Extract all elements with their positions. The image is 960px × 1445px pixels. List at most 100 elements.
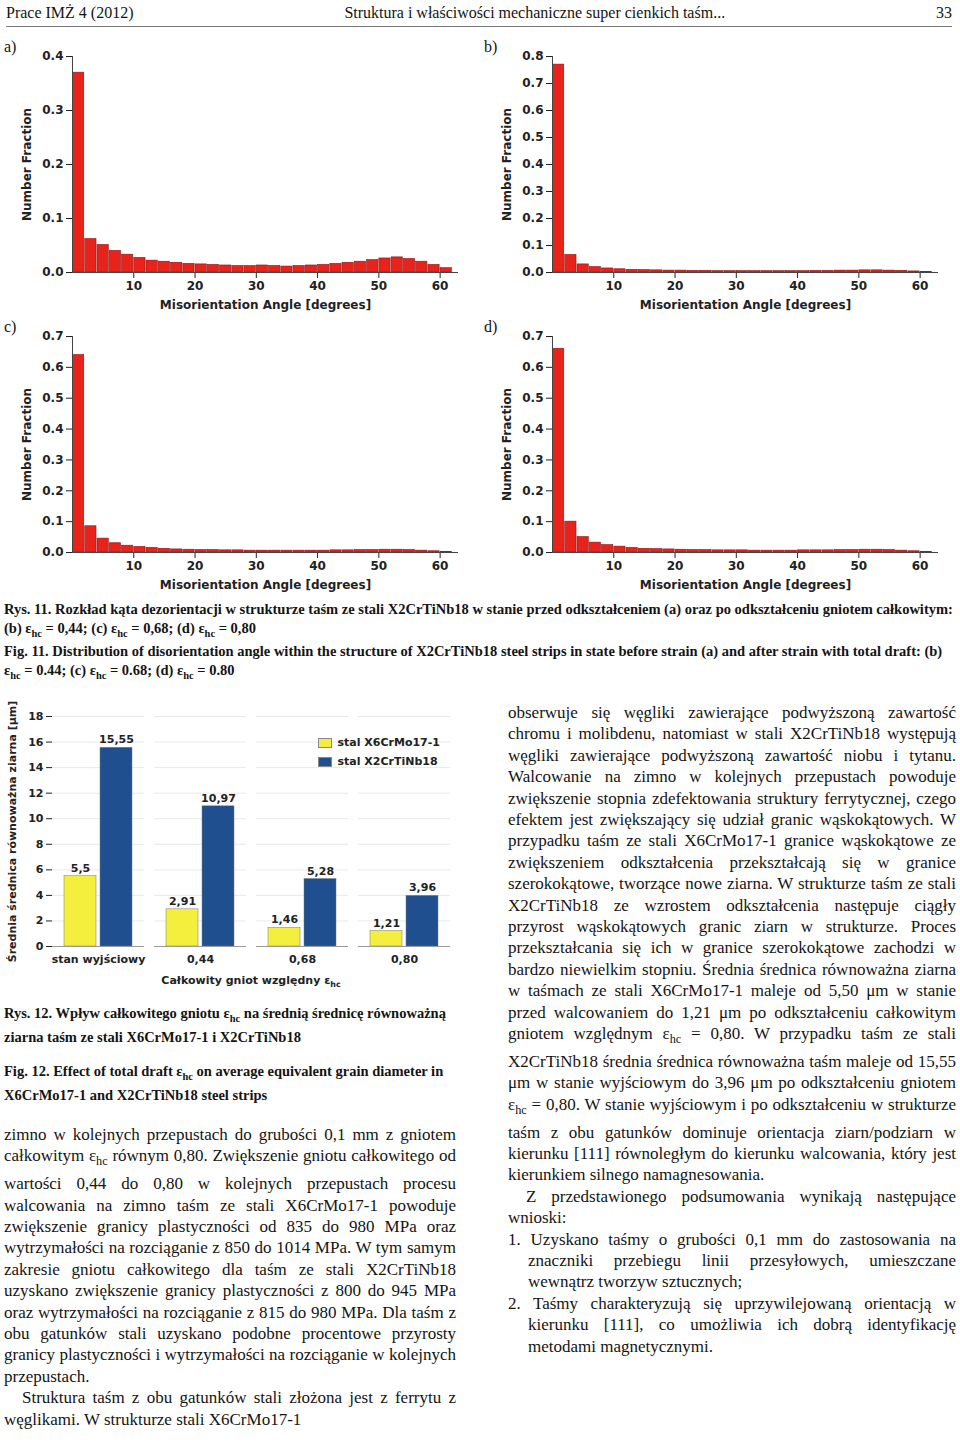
svg-text:0.7: 0.7 [42,329,63,343]
svg-text:40: 40 [789,279,806,293]
svg-text:Misorientation Angle [degrees]: Misorientation Angle [degrees] [160,578,371,592]
html-text:Rys. 11. Rozkład kąta dezorien: Rys. 11. Rozkład kąta dezorientacji w st… [4,601,953,639]
svg-text:18: 18 [28,710,43,723]
svg-text:0.8: 0.8 [522,49,543,63]
svg-text:30: 30 [728,559,745,573]
svg-text:0.3: 0.3 [522,453,543,467]
svg-text:5,28: 5,28 [307,865,334,878]
svg-text:40: 40 [309,279,326,293]
svg-text:0.1: 0.1 [42,514,63,528]
svg-text:0.4: 0.4 [42,422,63,436]
html-text:2. Taśmy charakteryzują się up: 2. Taśmy charakteryzują się uprzywilejow… [508,1293,956,1356]
html-text:Fig. 11. Distribution of disor: Fig. 11. Distribution of disorientation … [4,643,943,681]
html-text:Struktura i właściwości mechan: Struktura i właściwości mechaniczne supe… [344,4,726,21]
html-text:obserwuje się węgliki zawieraj: obserwuje się węgliki zawierające podwyż… [508,703,956,1185]
svg-text:10: 10 [605,559,622,573]
svg-text:60: 60 [432,559,449,573]
svg-text:Number Fraction: Number Fraction [500,108,514,221]
svg-text:10: 10 [125,279,142,293]
svg-text:0.5: 0.5 [522,391,543,405]
svg-text:10,97: 10,97 [201,792,236,805]
svg-text:4: 4 [36,889,44,902]
svg-text:0.6: 0.6 [522,360,543,374]
svg-text:Number Fraction: Number Fraction [20,388,34,501]
svg-text:Number Fraction: Number Fraction [20,108,34,221]
html-text:Prace IMŻ 4 (2012): Prace IMŻ 4 (2012) [6,4,134,21]
svg-text:60: 60 [912,279,929,293]
html-text:zimno w kolejnych przepustach: zimno w kolejnych przepustach do grubośc… [4,1125,456,1386]
svg-text:0,68: 0,68 [289,953,316,966]
svg-text:0.4: 0.4 [522,422,543,436]
svg-text:0.5: 0.5 [522,130,543,144]
svg-text:0,80: 0,80 [391,953,418,966]
svg-text:Średnia średnica równoważna zi: Średnia średnica równoważna ziarna [μm] [6,701,19,963]
svg-text:Misorientation Angle [degrees]: Misorientation Angle [degrees] [160,298,371,312]
html-text:1. Uzyskano taśmy o grubości 0: 1. Uzyskano taśmy o grubości 0,1 mm do z… [508,1229,956,1292]
svg-text:0,44: 0,44 [187,953,214,966]
svg-text:50: 50 [370,559,387,573]
html-text:Struktura taśm z obu gatunków: Struktura taśm z obu gatunków stali złoż… [4,1388,456,1429]
svg-text:0.3: 0.3 [522,184,543,198]
svg-text:0.0: 0.0 [522,265,543,279]
svg-text:0.3: 0.3 [42,103,63,117]
svg-text:30: 30 [728,279,745,293]
svg-text:5,5: 5,5 [71,862,91,875]
svg-text:0.2: 0.2 [42,484,63,498]
svg-text:0.5: 0.5 [42,391,63,405]
svg-text:1,46: 1,46 [271,913,298,926]
svg-text:50: 50 [370,279,387,293]
svg-text:20: 20 [187,559,204,573]
svg-text:1,21: 1,21 [373,917,400,930]
svg-text:0.7: 0.7 [522,76,543,90]
svg-text:Misorientation Angle [degrees]: Misorientation Angle [degrees] [640,298,851,312]
svg-text:10: 10 [125,559,142,573]
svg-text:10: 10 [28,812,44,825]
svg-text:Number Fraction: Number Fraction [500,388,514,501]
html-text:Rys. 12. Wpływ całkowitego gni: Rys. 12. Wpływ całkowitego gniotu εhcna … [4,1005,446,1045]
svg-text:0.0: 0.0 [522,545,543,559]
svg-text:10: 10 [605,279,622,293]
svg-text:15,55: 15,55 [99,733,134,746]
html-text:Całkowity gniot względny εhc: Całkowity gniot względny εhc [161,974,341,990]
svg-text:12: 12 [28,787,43,800]
html-text:b): b) [484,38,498,55]
svg-text:0.2: 0.2 [42,157,63,171]
svg-text:0.0: 0.0 [42,265,63,279]
html-text:33: 33 [936,4,952,21]
svg-text:stan wyjściowy: stan wyjściowy [52,953,146,966]
html-text:Fig. 12. Effect of total draft: Fig. 12. Effect of total draft εhcon ave… [4,1063,444,1103]
svg-text:20: 20 [187,279,204,293]
svg-text:Misorientation Angle [degrees]: Misorientation Angle [degrees] [640,578,851,592]
svg-text:2,91: 2,91 [169,895,196,908]
svg-text:0.1: 0.1 [522,238,543,252]
svg-text:60: 60 [432,279,449,293]
svg-text:0.6: 0.6 [42,360,63,374]
svg-text:60: 60 [912,559,929,573]
svg-text:50: 50 [850,279,867,293]
html-text:Z przedstawionego podsumowania: Z przedstawionego podsumowania wynikają … [508,1186,956,1228]
svg-text:2: 2 [36,914,44,927]
svg-text:0.4: 0.4 [42,49,63,63]
svg-text:6: 6 [36,863,44,876]
svg-text:0: 0 [36,940,44,953]
svg-text:0.2: 0.2 [522,211,543,225]
svg-text:14: 14 [28,761,44,774]
svg-text:20: 20 [667,559,684,573]
svg-text:30: 30 [248,279,265,293]
svg-text:0.7: 0.7 [522,329,543,343]
svg-text:20: 20 [667,279,684,293]
svg-text:16: 16 [28,736,44,749]
svg-text:0.2: 0.2 [522,484,543,498]
svg-text:0.1: 0.1 [522,514,543,528]
svg-text:3,96: 3,96 [409,881,436,894]
svg-text:30: 30 [248,559,265,573]
svg-text:8: 8 [36,838,44,851]
svg-text:0.1: 0.1 [42,211,63,225]
svg-text:0.3: 0.3 [42,453,63,467]
svg-text:50: 50 [850,559,867,573]
svg-text:40: 40 [309,559,326,573]
svg-text:0.4: 0.4 [522,157,543,171]
svg-text:0.0: 0.0 [42,545,63,559]
svg-text:0.6: 0.6 [522,103,543,117]
svg-text:40: 40 [789,559,806,573]
